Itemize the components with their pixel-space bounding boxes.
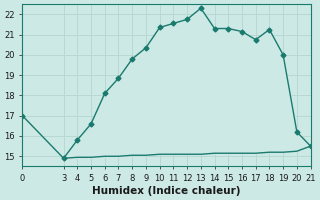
X-axis label: Humidex (Indice chaleur): Humidex (Indice chaleur) xyxy=(92,186,241,196)
